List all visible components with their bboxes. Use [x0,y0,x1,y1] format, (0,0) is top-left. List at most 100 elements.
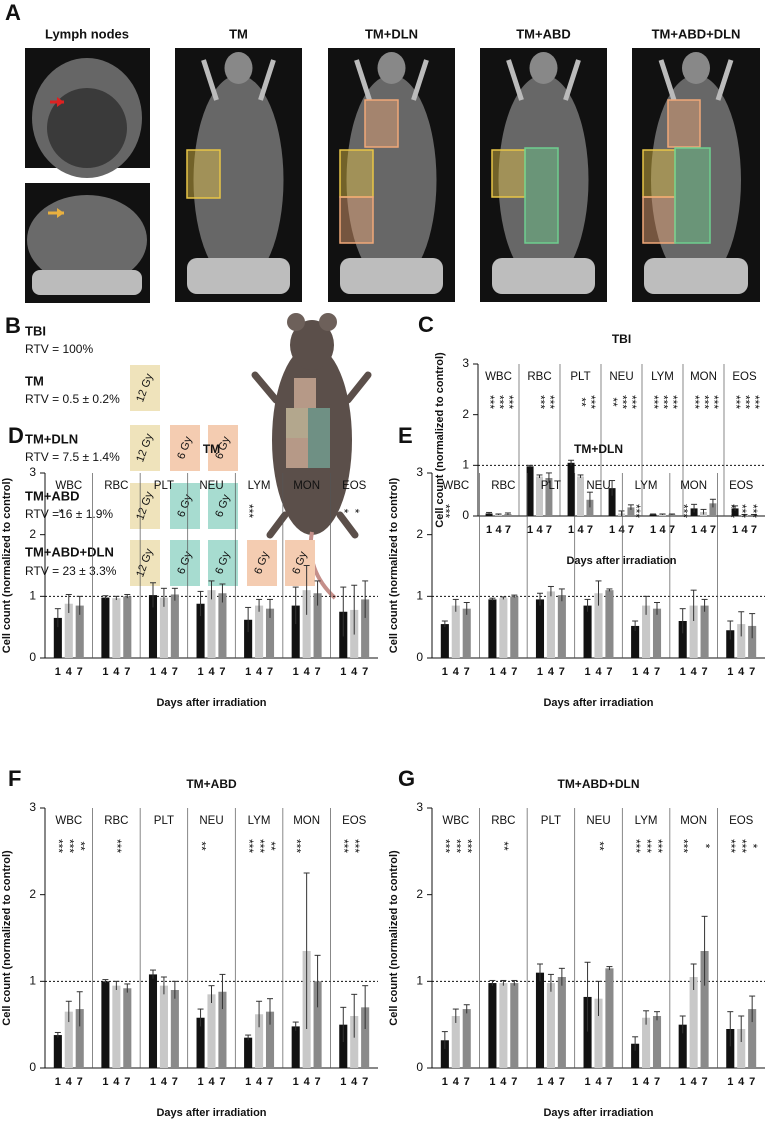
significance: *** [615,395,629,409]
bar [75,605,84,658]
bar [440,1040,449,1068]
significance: *** [110,839,124,853]
ct-images [25,48,150,303]
bar [642,605,651,658]
day-label: 4 [161,1076,168,1088]
bar [101,981,110,1068]
ct-pelvis [32,270,142,295]
bar [218,593,227,658]
bar [488,983,497,1068]
category-label: EOS [729,815,754,827]
bar [462,608,471,658]
category-label: MON [680,480,707,492]
day-label: 7 [749,666,755,678]
category-label: WBC [485,371,512,383]
day-label: 4 [643,1076,650,1088]
day-label: 1 [632,1076,638,1088]
day-label: 4 [691,666,698,678]
day-label: 1 [680,666,686,678]
day-label: 7 [362,1076,368,1088]
bar [605,968,614,1068]
significance: *** [677,839,691,853]
day-label: 7 [702,1076,708,1088]
day-label: 4 [304,1076,311,1088]
mouse-ear [287,313,305,331]
category-label: RBC [491,815,515,827]
day-label: 4 [738,1076,745,1088]
category-label: RBC [104,815,128,827]
day-label: 4 [595,666,602,678]
bar [726,630,735,658]
y-tick-label: 0 [29,650,36,664]
bar [642,1017,651,1068]
bar [535,599,545,658]
bar [196,1017,205,1068]
dose-box [208,540,238,586]
day-label: 4 [691,1076,698,1088]
significance: * [698,844,712,849]
category-label: RBC [491,480,515,492]
bar [536,476,543,516]
field-box [186,149,221,199]
y-axis-label: Cell count (normalized to control) [434,352,446,528]
significance: *** [629,839,643,853]
bar [510,983,519,1068]
significance: *** [439,504,453,518]
significance: *** [738,395,752,409]
plan-name: TM [25,373,44,388]
dose-box [130,540,160,586]
bar [652,608,662,658]
plan-name: TM+DLN [25,431,78,446]
bar [583,605,592,658]
day-label: 1 [102,666,108,678]
bar [731,508,739,516]
day-label: 4 [66,666,73,678]
significance: *** [677,504,691,518]
significance: *** [242,504,256,518]
bar [265,608,275,658]
category-label: MON [293,815,320,827]
mouse-ear [319,313,337,331]
bar [123,596,132,658]
significance: ** [574,397,588,407]
y-tick-label: 2 [29,527,36,541]
bar [709,503,717,516]
bar [291,1026,300,1068]
significance: *** [492,395,506,409]
bar [218,991,227,1068]
day-label: 4 [256,1076,263,1088]
bar [605,590,614,658]
day-label: 7 [559,666,565,678]
significance: *** [290,839,304,853]
x-axis-label: Days after irradiation [543,1107,653,1119]
day-label: 7 [628,524,634,536]
day-label: 7 [315,1076,321,1088]
day-label: 4 [700,524,707,536]
significance: * [746,844,760,849]
day-label: 1 [442,666,448,678]
day-label: 7 [124,1076,130,1088]
panel-label: E [398,423,413,448]
bar [495,514,502,516]
bar [586,499,594,516]
arrow-head [57,97,64,107]
day-label: 4 [738,666,745,678]
significance: *** [651,839,665,853]
day-label: 4 [500,1076,507,1088]
category-label: RBC [104,480,128,492]
day-label: 4 [256,666,263,678]
significance: * [348,509,362,514]
bar [159,597,168,658]
category-label: NEU [199,815,223,827]
y-tick-label: 2 [416,887,423,901]
panel-label: F [8,766,21,791]
day-label: 7 [749,1076,755,1088]
significance: *** [688,395,702,409]
bar [659,514,666,516]
bar [244,1037,253,1068]
bar [583,996,592,1068]
y-tick-label: 1 [416,974,423,988]
day-label: 7 [710,524,716,536]
y-tick-label: 1 [462,458,469,472]
